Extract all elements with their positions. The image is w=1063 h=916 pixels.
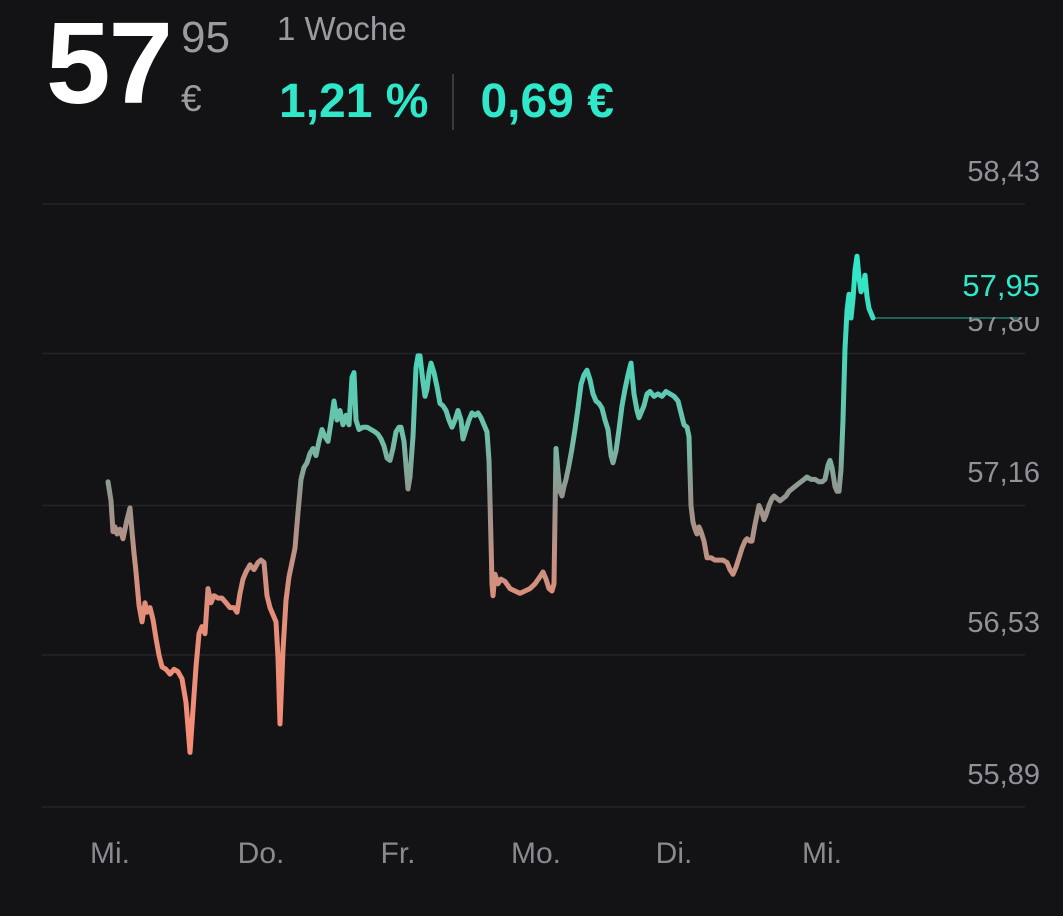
- y-axis-tick-label: 58,43: [967, 156, 1040, 188]
- x-axis-tick-label: Mi.: [802, 837, 842, 870]
- y-axis-tick-label: 56,53: [967, 607, 1040, 640]
- period-label[interactable]: 1 Woche: [277, 10, 407, 47]
- x-axis-tick-label: Fr.: [380, 837, 416, 870]
- price-integer: 57: [46, 0, 173, 128]
- x-axis-tick-label: Mo.: [510, 837, 561, 870]
- y-axis-tick-label: 55,89: [967, 758, 1040, 791]
- gridlines: [42, 203, 1025, 808]
- y-axis-tick-label: 57,16: [967, 457, 1040, 490]
- change-percent: 1,21 %: [279, 75, 429, 128]
- price-fraction-column: 95 €: [181, 13, 230, 119]
- currency-symbol: €: [181, 78, 202, 119]
- current-price-label: 57,95: [962, 268, 1040, 303]
- price-line-series: [105, 253, 876, 755]
- current-price: 57 95 €: [46, 0, 230, 128]
- price-decimals: 95: [181, 13, 230, 62]
- current-price-chip: [931, 262, 1047, 317]
- x-axis-tick-label: Di.: [655, 837, 693, 870]
- change-row: 1,21 % 0,69 €: [279, 72, 614, 132]
- change-divider: [452, 74, 455, 130]
- change-absolute: 0,69 €: [480, 75, 614, 128]
- x-axis-tick-label: Do.: [237, 837, 285, 870]
- x-axis-tick-label: Mi.: [90, 837, 130, 870]
